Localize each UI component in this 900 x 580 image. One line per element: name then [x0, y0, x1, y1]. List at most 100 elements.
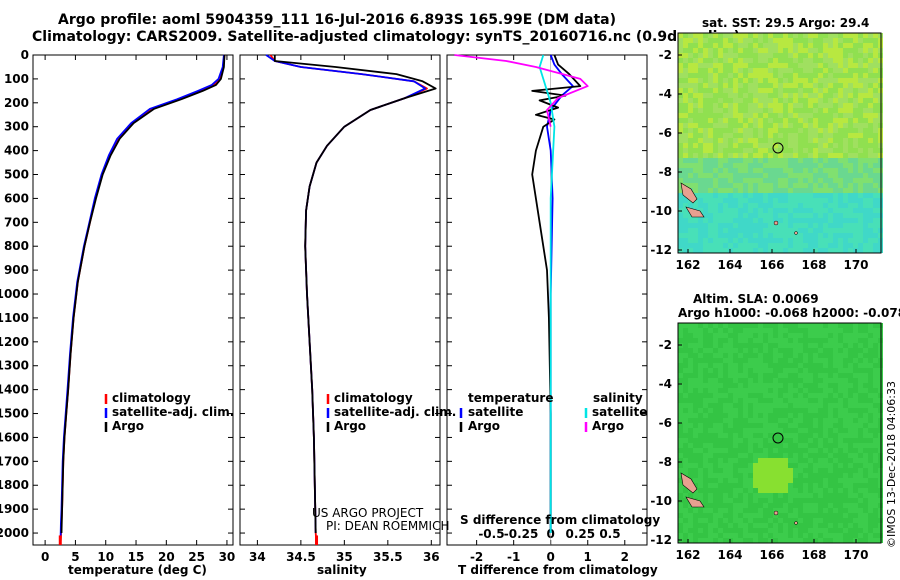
map-cell: [688, 128, 693, 133]
map-cell: [733, 338, 738, 343]
map-cell: [788, 118, 793, 123]
map-cell: [803, 198, 808, 203]
map-cell: [683, 213, 688, 218]
map-cell: [733, 78, 738, 83]
map-cell: [683, 198, 688, 203]
map-cell: [693, 53, 698, 58]
map-cell: [868, 373, 873, 378]
map-cell: [708, 488, 713, 493]
map-cell: [718, 208, 723, 213]
map-cell: [793, 323, 798, 328]
map-cell: [733, 428, 738, 433]
map-cell: [683, 368, 688, 373]
map-cell: [833, 383, 838, 388]
map-cell: [863, 493, 868, 498]
map-cell: [718, 323, 723, 328]
map-cell: [683, 43, 688, 48]
map-cell: [773, 213, 778, 218]
map-cell: [753, 443, 758, 448]
map-cell: [768, 443, 773, 448]
map-cell: [713, 533, 718, 538]
map-cell: [873, 63, 878, 68]
map-cell: [703, 193, 708, 198]
map-cell: [873, 198, 878, 203]
map-cell: [873, 338, 878, 343]
map-cell: [783, 193, 788, 198]
map-cell: [763, 78, 768, 83]
island: [794, 521, 798, 525]
map-cell: [858, 163, 863, 168]
map-cell: [793, 398, 798, 403]
map-cell: [783, 488, 788, 493]
map-cell: [833, 78, 838, 83]
map-cell: [763, 538, 768, 543]
map-cell: [693, 428, 698, 433]
map-cell: [753, 493, 758, 498]
map-cell: [763, 338, 768, 343]
map-cell: [723, 63, 728, 68]
map-cell: [748, 143, 753, 148]
map-cell: [858, 498, 863, 503]
map-cell: [743, 183, 748, 188]
map-cell: [698, 208, 703, 213]
map-cell: [713, 333, 718, 338]
map-cell: [798, 448, 803, 453]
map-cell: [688, 343, 693, 348]
map-cell: [773, 378, 778, 383]
map-cell: [788, 153, 793, 158]
map-cell: [873, 188, 878, 193]
map-cell: [683, 38, 688, 43]
map-cell: [753, 198, 758, 203]
map-cell: [858, 338, 863, 343]
map-cell: [808, 198, 813, 203]
map-cell: [833, 323, 838, 328]
map-cell: [708, 248, 713, 253]
map-cell: [798, 128, 803, 133]
map-cell: [808, 108, 813, 113]
map-cell: [718, 78, 723, 83]
map-xtick-label: 168: [801, 258, 826, 272]
map-cell: [768, 433, 773, 438]
map-cell: [688, 328, 693, 333]
map-cell: [863, 453, 868, 458]
map-cell: [763, 48, 768, 53]
map-cell: [813, 108, 818, 113]
map-cell: [773, 153, 778, 158]
map-cell: [693, 113, 698, 118]
xtick-label-salinity: 35.5: [373, 550, 403, 564]
map-cell: [748, 378, 753, 383]
map-cell: [798, 458, 803, 463]
map-cell: [813, 398, 818, 403]
map-cell: [683, 423, 688, 428]
map-cell: [818, 433, 823, 438]
map-cell: [763, 168, 768, 173]
map-cell: [838, 128, 843, 133]
map-cell: [823, 38, 828, 43]
map-cell: [798, 213, 803, 218]
map-cell: [823, 503, 828, 508]
map-cell: [743, 233, 748, 238]
map-cell: [773, 388, 778, 393]
map-cell: [743, 123, 748, 128]
map-cell: [783, 128, 788, 133]
map-cell: [873, 418, 878, 423]
map-cell: [708, 113, 713, 118]
map-cell: [748, 68, 753, 73]
map-cell: [728, 133, 733, 138]
map-cell: [788, 88, 793, 93]
map-cell: [703, 513, 708, 518]
map-cell: [818, 88, 823, 93]
map-cell: [768, 198, 773, 203]
map-cell: [863, 378, 868, 383]
map-cell: [693, 238, 698, 243]
map-cell: [823, 398, 828, 403]
map-cell: [873, 53, 878, 58]
map-cell: [773, 108, 778, 113]
map-cell: [873, 68, 878, 73]
ytick-label: 1600: [0, 430, 29, 444]
map-cell: [693, 463, 698, 468]
map-cell: [838, 523, 843, 528]
map-cell: [868, 493, 873, 498]
map-cell: [688, 493, 693, 498]
map-cell: [873, 158, 878, 163]
